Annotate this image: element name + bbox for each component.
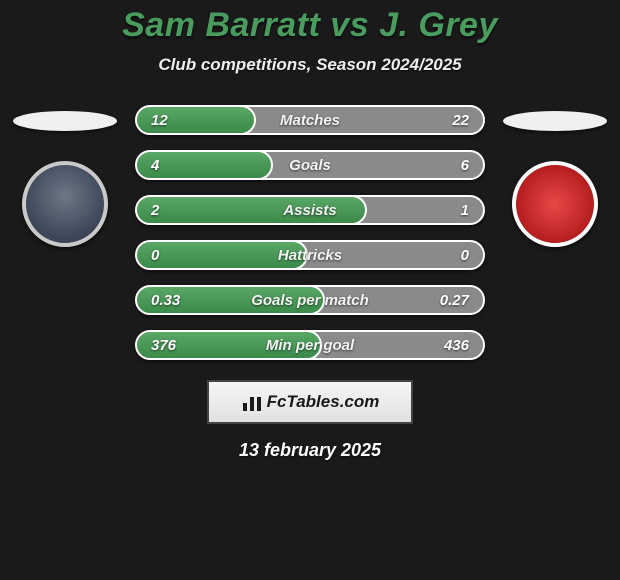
stat-right-value: 1 [461,202,469,219]
player-left-crest-icon [22,161,108,247]
branding-text: FcTables.com [267,392,380,412]
date-label: 13 february 2025 [0,440,620,461]
player-right [503,105,607,247]
stat-left-value: 0 [151,247,159,264]
stat-left-value: 0.33 [151,292,180,309]
stat-left-value: 376 [151,337,176,354]
stat-label: Matches [280,112,340,129]
page-subtitle: Club competitions, Season 2024/2025 [0,55,620,75]
player-left-name-pill [13,111,117,131]
page-title: Sam Barratt vs J. Grey [0,6,620,45]
stat-row: 4 Goals 6 [135,150,485,180]
stat-label: Min per goal [266,337,354,354]
stat-label: Assists [283,202,336,219]
stat-row: 376 Min per goal 436 [135,330,485,360]
stat-row: 0 Hattricks 0 [135,240,485,270]
stat-right-value: 22 [452,112,469,129]
stat-row: 0.33 Goals per match 0.27 [135,285,485,315]
stats-list: 12 Matches 22 4 Goals 6 2 Assists 1 0 [135,105,485,360]
comparison-card: Sam Barratt vs J. Grey Club competitions… [0,0,620,580]
stat-right-value: 0 [461,247,469,264]
stat-right-value: 0.27 [440,292,469,309]
main-row: 12 Matches 22 4 Goals 6 2 Assists 1 0 [0,105,620,360]
stat-left-value: 2 [151,202,159,219]
branding-logo-icon [241,393,263,411]
stat-label: Hattricks [278,247,342,264]
stat-row: 12 Matches 22 [135,105,485,135]
player-left [13,105,117,247]
player-right-crest-icon [512,161,598,247]
stat-label: Goals per match [251,292,369,309]
player-right-name-pill [503,111,607,131]
stat-label: Goals [289,157,331,174]
stat-left-value: 12 [151,112,168,129]
stat-row: 2 Assists 1 [135,195,485,225]
branding-badge: FcTables.com [207,380,413,424]
stat-right-value: 436 [444,337,469,354]
stat-left-value: 4 [151,157,159,174]
stat-right-value: 6 [461,157,469,174]
